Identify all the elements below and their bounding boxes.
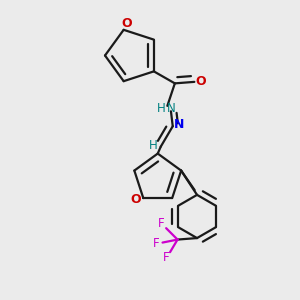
Text: H: H <box>157 102 166 115</box>
Text: H: H <box>149 139 158 152</box>
Text: F: F <box>158 217 165 230</box>
Text: O: O <box>196 75 206 88</box>
Text: N: N <box>174 118 184 131</box>
Text: F: F <box>153 237 159 250</box>
Text: N: N <box>167 102 175 115</box>
Text: O: O <box>121 17 132 30</box>
Text: O: O <box>130 193 141 206</box>
Text: F: F <box>164 251 170 264</box>
